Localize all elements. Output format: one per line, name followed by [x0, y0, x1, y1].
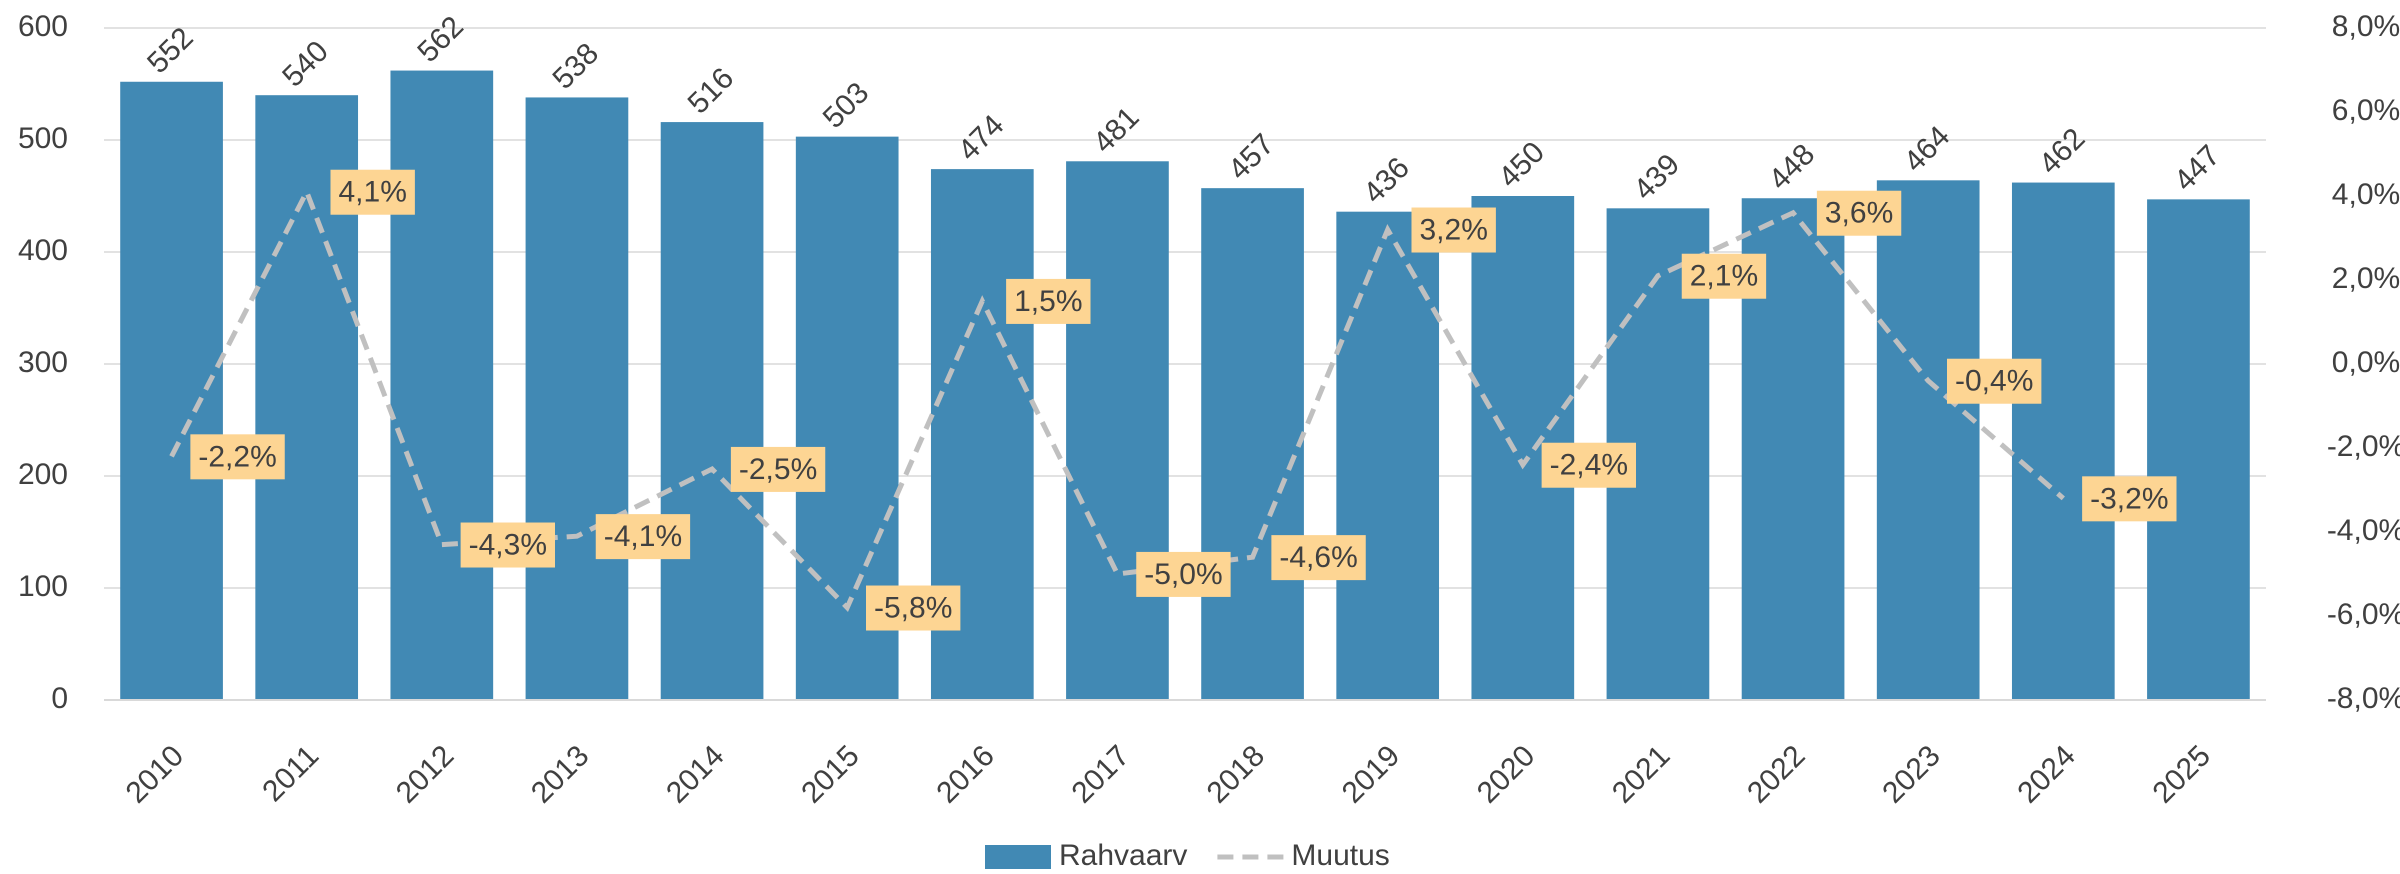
line-value-label: -5,0%	[1144, 558, 1222, 591]
x-tick-label: 2011	[256, 739, 325, 808]
label-box	[330, 169, 415, 215]
y2-tick-label: 2,0%	[2332, 262, 2400, 295]
x-tick-label: 2016	[930, 739, 1001, 810]
label-box	[2082, 476, 2177, 522]
x-tick-label: 2025	[2146, 739, 2217, 810]
bar-value-label: 462	[2033, 122, 2092, 181]
y2-tick-label: -8,0%	[2327, 682, 2400, 715]
y2-tick-label: 4,0%	[2332, 178, 2400, 211]
x-tick-label: 2013	[525, 739, 596, 810]
label-box	[1271, 535, 1366, 581]
line-value-label: -4,1%	[604, 520, 682, 553]
label-box	[1816, 190, 1902, 236]
line-value-label: -2,5%	[739, 453, 817, 486]
bar-value-label: 503	[817, 76, 876, 135]
bar	[2147, 199, 2250, 701]
bar	[1336, 211, 1440, 700]
label-box	[1541, 442, 1636, 488]
line-value-label: -2,4%	[1550, 449, 1628, 482]
y2-tick-label: -2,0%	[2327, 430, 2400, 463]
x-tick-label: 2021	[1606, 739, 1677, 810]
bar-value-label: 457	[1222, 128, 1281, 187]
label-box	[730, 446, 826, 492]
line-value-label: 4,1%	[338, 176, 406, 209]
bar	[2011, 182, 2115, 700]
bar-value-label: 474	[952, 109, 1011, 168]
y-tick-label: 300	[18, 346, 68, 379]
line-value-label: -5,8%	[874, 592, 952, 625]
bar	[660, 122, 764, 700]
label-box	[866, 585, 961, 631]
label-box	[595, 514, 691, 560]
y2-tick-label: 6,0%	[2332, 94, 2400, 127]
bar-value-label: 439	[1627, 148, 1686, 207]
x-tick-label: 2019	[1336, 739, 1407, 810]
bar	[1201, 188, 1304, 700]
label-box	[1006, 278, 1091, 324]
x-tick-label: 2014	[660, 739, 731, 810]
x-tick-label: 2012	[390, 739, 461, 810]
line-value-label: -3,2%	[2090, 482, 2168, 515]
line-value-label: -2,2%	[198, 440, 276, 473]
bar	[525, 97, 629, 700]
y-tick-label: 600	[18, 10, 68, 43]
bar-value-label: 448	[1763, 138, 1822, 197]
label-box	[460, 522, 555, 568]
x-tick-label: 2015	[795, 739, 866, 810]
y-tick-label: 400	[18, 234, 68, 267]
bar-value-label: 450	[1492, 136, 1551, 195]
bar	[120, 81, 223, 700]
x-tick-label: 2020	[1471, 739, 1542, 810]
label-box	[190, 434, 285, 480]
line-value-label: 3,6%	[1825, 197, 1893, 230]
bar-value-label: 538	[546, 37, 605, 96]
legend-label: Muutus	[1291, 839, 1389, 872]
y-tick-label: 500	[18, 122, 68, 155]
x-tick-label: 2010	[120, 739, 191, 810]
line-value-label: 1,5%	[1014, 285, 1082, 318]
bar-value-label: 436	[1357, 151, 1416, 210]
bar	[1066, 161, 1169, 700]
bar	[390, 70, 494, 700]
x-tick-label: 2022	[1741, 739, 1812, 810]
x-tick-label: 2023	[1876, 739, 1947, 810]
line-value-label: 2,1%	[1690, 260, 1758, 293]
bar-value-label: 552	[141, 21, 200, 80]
legend-label: Rahvaarv	[1059, 839, 1187, 872]
legend-swatch	[985, 845, 1051, 869]
line-value-label: -4,6%	[1279, 541, 1357, 574]
bar-value-label: 562	[411, 10, 470, 69]
x-tick-label: 2024	[2011, 739, 2082, 810]
x-tick-label: 2018	[1201, 739, 1272, 810]
bar	[1876, 180, 1980, 700]
y2-tick-label: 0,0%	[2332, 346, 2400, 379]
bar-value-label: 464	[1898, 120, 1957, 179]
line	[169, 185, 2065, 612]
label-box	[1947, 358, 2042, 404]
x-tick-label: 2017	[1065, 739, 1136, 810]
y2-tick-label: -6,0%	[2327, 598, 2400, 631]
label-box	[1411, 207, 1496, 253]
y2-tick-label: 8,0%	[2332, 10, 2400, 43]
y-tick-label: 200	[18, 458, 68, 491]
line-value-label: 3,2%	[1419, 214, 1487, 247]
y-tick-label: 100	[18, 570, 68, 603]
y2-tick-label: -4,0%	[2327, 514, 2400, 547]
line-value-label: -4,3%	[469, 529, 547, 562]
bar-value-label: 516	[682, 62, 741, 121]
y-tick-label: 0	[51, 682, 68, 715]
label-box	[1136, 551, 1231, 597]
label-box	[1681, 253, 1767, 299]
bar-value-label: 447	[2168, 139, 2227, 198]
line-value-label: -0,4%	[1955, 365, 2033, 398]
bar-value-label: 540	[276, 35, 335, 94]
bar-value-label: 481	[1087, 101, 1146, 160]
